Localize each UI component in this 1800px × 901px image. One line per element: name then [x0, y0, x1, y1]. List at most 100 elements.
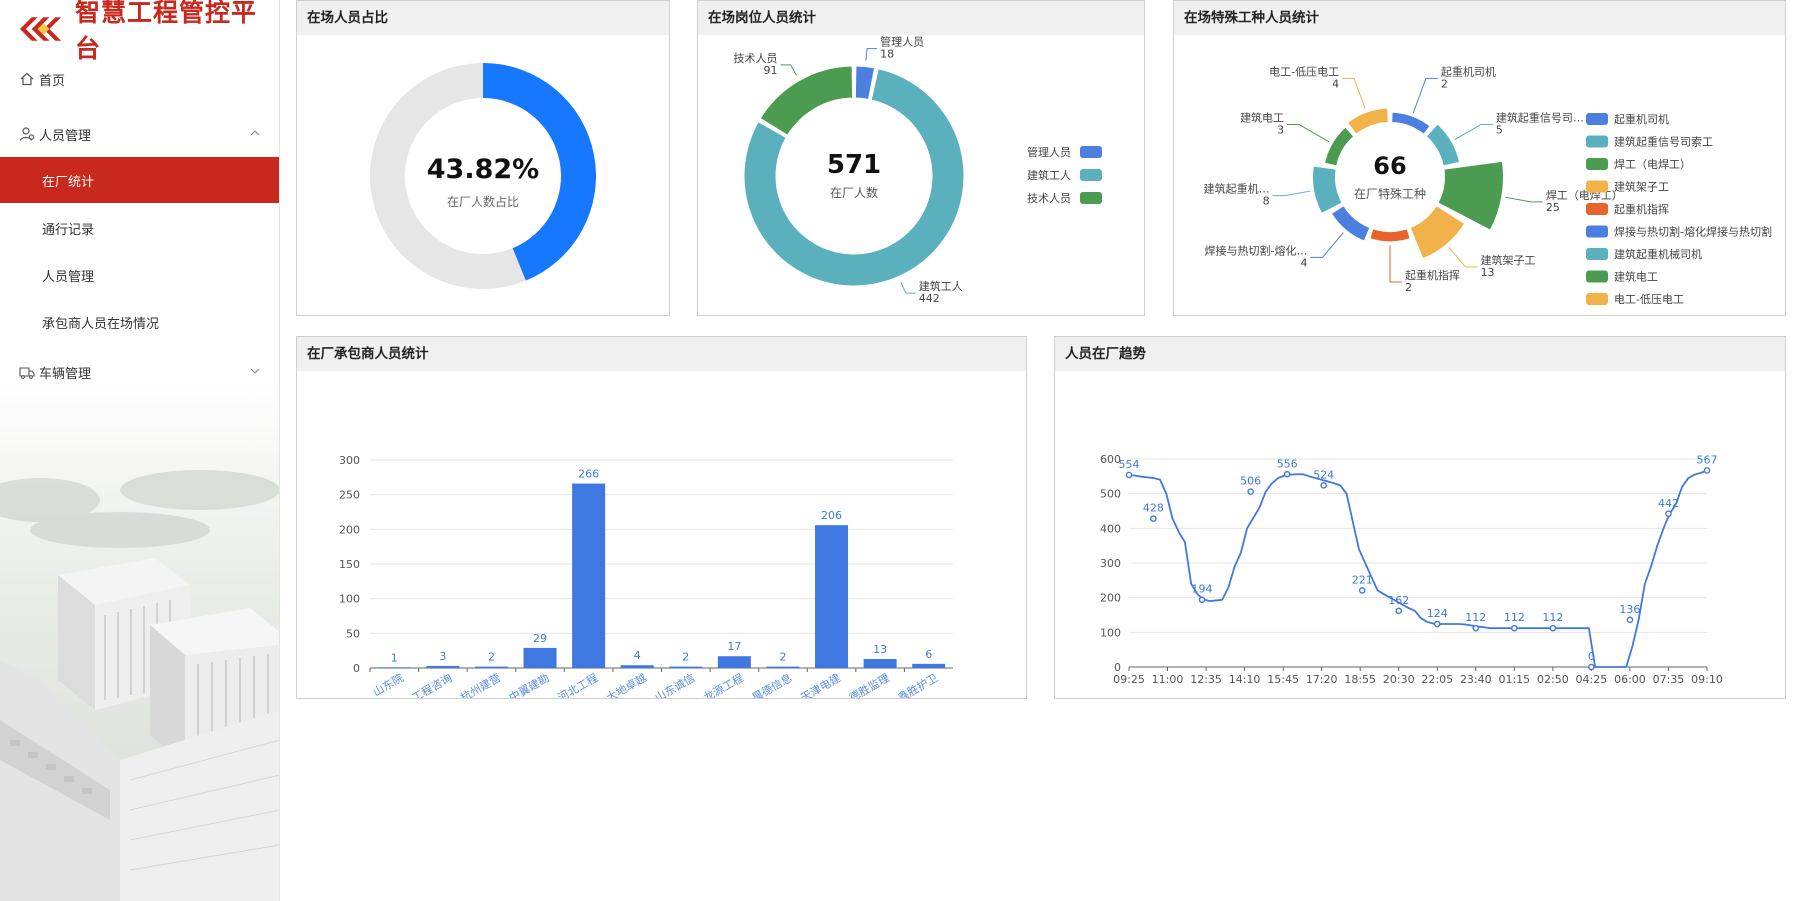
point-value-label: 112: [1504, 611, 1525, 624]
y-tick-label: 300: [1100, 557, 1121, 570]
slice-label: 管理人员: [880, 35, 924, 49]
panel-title: 在场岗位人员统计: [698, 1, 1144, 35]
bar: [426, 665, 460, 668]
x-tick-label: 河北工程: [556, 671, 601, 698]
sidebar: 智慧工程管控平台 首页 人员管理 在厂统计 通行记录 人员管: [0, 0, 280, 901]
x-tick-label: 06:00: [1614, 673, 1646, 686]
x-tick-label: 杭州建营: [458, 670, 503, 698]
x-tick-label: 天津电建: [798, 670, 843, 698]
legend-swatch: [1080, 192, 1102, 204]
y-tick-label: 0: [353, 662, 360, 675]
bar-value-label: 29: [533, 632, 547, 645]
point-value-label: 136: [1619, 603, 1640, 616]
trend-line: [1128, 469, 1708, 668]
x-tick-label: 14:10: [1229, 673, 1261, 686]
bar-value-label: 17: [727, 640, 741, 653]
slice-label: 焊工（电焊工）: [1546, 188, 1623, 202]
y-tick-label: 100: [339, 593, 360, 606]
slice-value: 25: [1546, 201, 1560, 214]
data-point: [1511, 624, 1518, 632]
bar-value-label: 2: [779, 651, 786, 664]
bar: [815, 525, 849, 668]
users-icon: [19, 127, 35, 141]
sidebar-item-vehicles[interactable]: 车辆管理: [0, 349, 279, 395]
slice-label: 建筑电工: [1240, 111, 1284, 125]
sidebar-subitem-contractor-onsite[interactable]: 承包商人员在场情况: [0, 299, 279, 345]
bar: [717, 656, 751, 668]
slice-label: 焊接与热切割-熔化…: [1205, 243, 1308, 257]
bar: [620, 665, 654, 668]
y-tick-label: 50: [346, 627, 360, 640]
panel-title: 在场人员占比: [297, 1, 669, 35]
sidebar-item-label: 人员管理: [39, 128, 92, 144]
x-tick-label: 工程咨询: [409, 670, 454, 698]
slice-label: 建筑起重信号司…: [1496, 111, 1584, 125]
point-value-label: 124: [1427, 607, 1448, 620]
bar: [766, 666, 800, 668]
legend-swatch: [1080, 169, 1102, 181]
center-label: 在厂特殊工种: [1354, 186, 1426, 201]
legend-label: 管理人员: [1027, 145, 1071, 159]
app-logo[interactable]: 智慧工程管控平台: [18, 0, 279, 63]
center-label: 在厂人数占比: [447, 194, 519, 209]
x-tick-label: 01:15: [1498, 673, 1530, 686]
bar: [912, 663, 946, 668]
bar-value-label: 6: [925, 648, 932, 661]
x-tick-label: 山东诚信: [653, 671, 698, 698]
sidebar-item-home[interactable]: 首页: [0, 56, 279, 102]
data-point: [1358, 587, 1366, 594]
data-point: [1395, 607, 1403, 615]
legend-label: 技术人员: [1027, 192, 1071, 205]
sidebar-subitem-onsite-stats[interactable]: 在厂统计: [0, 157, 279, 203]
x-tick-label: 中翼建勘: [506, 670, 551, 698]
slice-value: 8: [1263, 195, 1270, 208]
slice-value: 442: [919, 292, 940, 305]
rose-slice: [1370, 229, 1410, 242]
position-slice: [743, 68, 965, 287]
point-value-label: 428: [1143, 502, 1164, 515]
trend-line-chart: 0 100 200 300 400 500 600 09:25 11:00 12:35 14:10 1…: [1100, 453, 1723, 686]
point-value-label: 524: [1313, 468, 1334, 481]
data-point: [1320, 482, 1327, 489]
point-value-label: 554: [1119, 458, 1140, 471]
slice-label-line: [865, 48, 878, 61]
x-tick-label: 12:35: [1190, 673, 1222, 686]
slice-label-line: [1454, 124, 1493, 141]
slice-label-line: [780, 64, 797, 76]
slice-label: 起重机司机: [1441, 64, 1496, 78]
y-tick-label: 100: [1100, 626, 1121, 639]
x-tick-label: 山东院: [370, 670, 406, 698]
bar: [572, 483, 606, 668]
legend-label: 建筑电工: [1614, 270, 1658, 284]
point-value-label: 112: [1542, 611, 1563, 624]
data-point: [1150, 515, 1157, 522]
bar-value-label: 4: [634, 649, 641, 662]
legend-label: 焊接与热切割-熔化焊接与热切割: [1614, 225, 1772, 239]
sidebar-subitem-personnel-management[interactable]: 人员管理: [0, 252, 279, 298]
rose-slice: [1348, 108, 1388, 134]
data-point: [1665, 510, 1672, 518]
legend-swatch: [1586, 158, 1608, 170]
slice-label-line: [1448, 246, 1478, 268]
x-tick-label: 15:45: [1267, 673, 1299, 686]
sidebar-subitem-label: 人员管理: [42, 269, 95, 285]
slice-value: 4: [1332, 77, 1339, 90]
data-point: [1703, 467, 1711, 474]
legend-swatch: [1586, 135, 1608, 148]
sidebar-subitem-access-records[interactable]: 通行记录: [0, 205, 279, 251]
building-illustration: [0, 380, 279, 901]
center-value: 43.82%: [427, 154, 539, 185]
slice-value: 2: [1405, 281, 1412, 294]
x-tick-label: 龙源工程: [701, 670, 746, 698]
slice-value: 3: [1277, 124, 1284, 137]
data-point: [1549, 624, 1557, 632]
center-label: 在厂人数: [830, 185, 878, 200]
center-value: 571: [827, 150, 881, 180]
sidebar-item-personnel[interactable]: 人员管理: [0, 111, 279, 157]
y-tick-label: 500: [1100, 488, 1121, 501]
bar-value-label: 266: [578, 468, 599, 481]
legend-label: 建筑工人: [1027, 168, 1071, 182]
legend-swatch: [1586, 203, 1608, 215]
panel-title: 人员在厂趋势: [1055, 337, 1785, 371]
